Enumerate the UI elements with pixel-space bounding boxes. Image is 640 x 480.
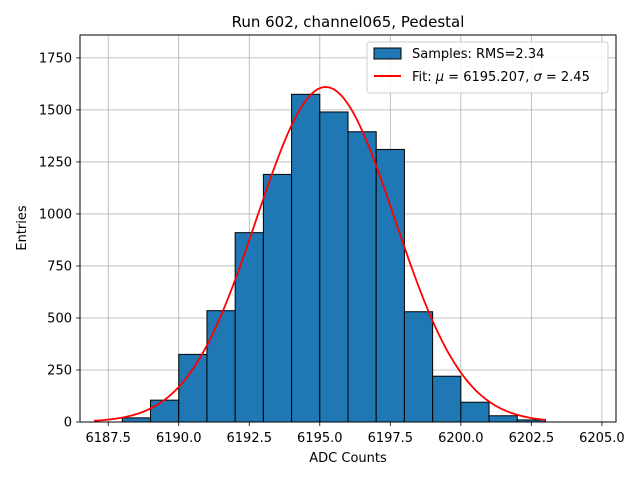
y-tick-label: 750 bbox=[47, 259, 72, 274]
histogram-bar bbox=[262, 173, 293, 423]
legend-fit-sigma: σ bbox=[534, 70, 543, 85]
legend-fit-mu: μ bbox=[435, 70, 444, 85]
y-tick-label: 1500 bbox=[39, 103, 72, 118]
histogram-bar bbox=[432, 375, 462, 423]
x-axis-label: ADC Counts bbox=[309, 451, 387, 466]
y-tick-label: 500 bbox=[47, 311, 72, 326]
legend-label-fit: Fit: μ = 6195.207, σ = 2.45 bbox=[412, 70, 590, 85]
histogram-bar bbox=[234, 232, 264, 423]
histogram-bar bbox=[121, 417, 152, 423]
legend-fit-mid: = 6195.207, bbox=[444, 70, 533, 85]
chart-title: Run 602, channel065, Pedestal bbox=[232, 13, 465, 31]
histogram-bar bbox=[206, 310, 236, 423]
histogram-bars bbox=[121, 93, 546, 423]
y-axis-label: Entries bbox=[15, 205, 30, 251]
histogram-bar bbox=[291, 93, 321, 423]
legend-swatch-samples bbox=[373, 47, 402, 60]
histogram-bar bbox=[347, 131, 377, 423]
y-axis-ticks: 0 250 500 750 1000 1250 1500 1750 bbox=[39, 51, 80, 431]
y-tick-label: 1750 bbox=[39, 51, 72, 66]
legend-box bbox=[366, 41, 609, 94]
plot-frame bbox=[79, 34, 617, 423]
x-tick-label: 6197.5 bbox=[368, 431, 414, 446]
x-tick-label: 6187.5 bbox=[85, 431, 131, 446]
histogram-bar bbox=[375, 148, 405, 423]
fit-curve-layer bbox=[94, 86, 546, 422]
legend-fit-suffix: = 2.45 bbox=[542, 70, 590, 85]
x-tick-label: 6190.0 bbox=[156, 431, 202, 446]
legend-label-samples: Samples: RMS=2.34 bbox=[412, 47, 544, 62]
gaussian-fit-curve bbox=[94, 86, 546, 422]
x-tick-label: 6202.5 bbox=[509, 431, 555, 446]
y-tick-label: 1250 bbox=[39, 155, 72, 170]
histogram-bar bbox=[150, 399, 180, 423]
histogram-bar bbox=[403, 311, 434, 423]
y-tick-label: 250 bbox=[47, 363, 72, 378]
x-tick-label: 6195.0 bbox=[297, 431, 343, 446]
x-tick-label: 6192.5 bbox=[227, 431, 273, 446]
histogram-bar bbox=[488, 415, 518, 423]
x-axis-ticks: 6187.5 6190.0 6192.5 6195.0 6197.5 6200.0 6202… bbox=[85, 422, 625, 446]
legend-fit-prefix: Fit: bbox=[412, 70, 436, 85]
y-tick-label: 0 bbox=[64, 416, 72, 431]
x-tick-label: 6205.0 bbox=[579, 431, 625, 446]
histogram-bar bbox=[319, 111, 349, 423]
legend: Samples: RMS=2.34 Fit: μ = 6195.207, σ =… bbox=[366, 41, 609, 94]
histogram-bar bbox=[460, 401, 490, 423]
y-tick-label: 1000 bbox=[39, 207, 72, 222]
histogram-bar bbox=[178, 353, 208, 423]
x-tick-label: 6200.0 bbox=[438, 431, 484, 446]
